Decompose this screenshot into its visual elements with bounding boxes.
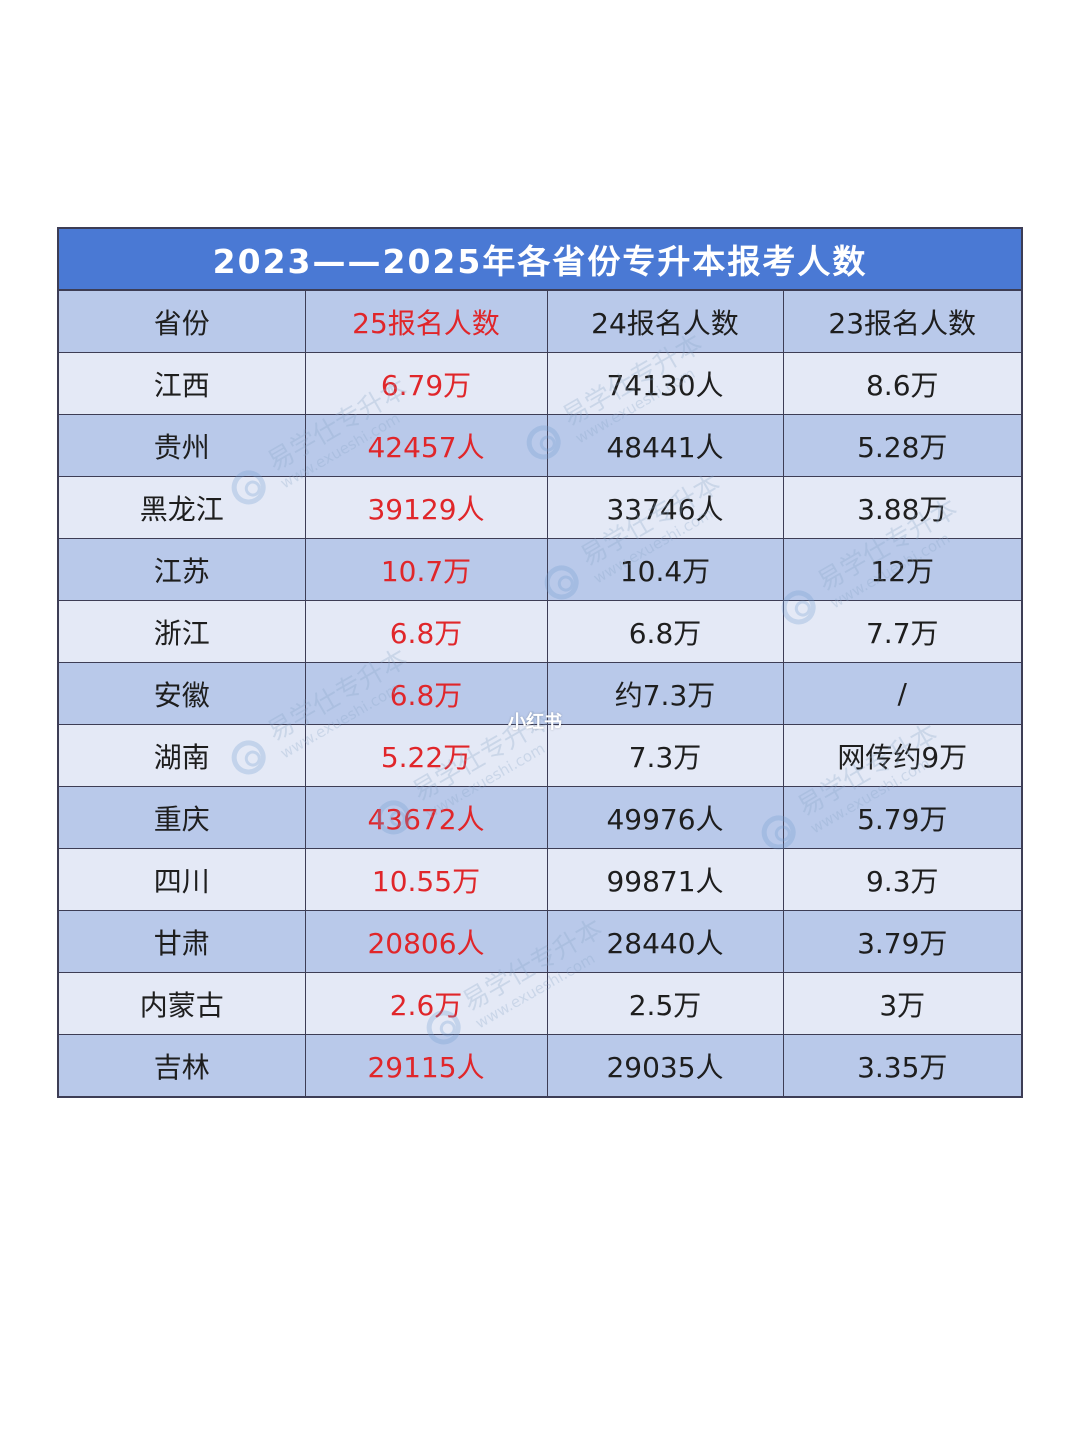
cell-2024: 7.3万 [546,724,784,787]
table-row: 黑龙江 39129人 33746人 3.88万 [59,476,1021,539]
cell-province: 安徽 [59,662,306,725]
cell-2023: 网传约9万 [782,724,1021,787]
table-row: 吉林 29115人 29035人 3.35万 [59,1034,1021,1096]
table-row: 贵州 42457人 48441人 5.28万 [59,414,1021,477]
cell-province: 湖南 [59,724,306,787]
cell-2024: 48441人 [546,414,784,477]
table-row: 四川 10.55万 99871人 9.3万 [59,848,1021,911]
cell-2024: 2.5万 [546,972,784,1035]
table-header-row: 省份 25报名人数 24报名人数 23报名人数 [59,291,1021,353]
header-2023: 23报名人数 [782,291,1021,353]
header-2025: 25报名人数 [304,291,548,353]
cell-2023: 9.3万 [782,848,1021,911]
cell-2024: 6.8万 [546,600,784,663]
cell-2025: 20806人 [304,910,548,973]
cell-province: 江苏 [59,538,306,601]
cell-province: 四川 [59,848,306,911]
cell-2023: / [782,662,1021,725]
cell-2023: 3.79万 [782,910,1021,973]
cell-2024: 33746人 [546,476,784,539]
cell-2025: 6.79万 [304,352,548,415]
cell-2023: 8.6万 [782,352,1021,415]
cell-2025: 10.55万 [304,848,548,911]
header-2024: 24报名人数 [546,291,784,353]
cell-2024: 10.4万 [546,538,784,601]
cell-2025: 10.7万 [304,538,548,601]
table-row: 甘肃 20806人 28440人 3.79万 [59,910,1021,973]
cell-province: 贵州 [59,414,306,477]
table-row: 江西 6.79万 74130人 8.6万 [59,352,1021,415]
cell-2024: 约7.3万 [546,662,784,725]
cell-2025: 42457人 [304,414,548,477]
table-row: 江苏 10.7万 10.4万 12万 [59,538,1021,601]
table-row: 浙江 6.8万 6.8万 7.7万 [59,600,1021,663]
table-row: 内蒙古 2.6万 2.5万 3万 [59,972,1021,1035]
enrollment-table-card: 2023——2025年各省份专升本报考人数 省份 25报名人数 24报名人数 2… [57,227,1023,1098]
cell-2024: 28440人 [546,910,784,973]
cell-province: 甘肃 [59,910,306,973]
cell-province: 吉林 [59,1034,306,1096]
cell-2023: 5.28万 [782,414,1021,477]
cell-2023: 7.7万 [782,600,1021,663]
cell-2023: 12万 [782,538,1021,601]
cell-province: 浙江 [59,600,306,663]
cell-2024: 99871人 [546,848,784,911]
table-row: 湖南 5.22万 7.3万 网传约9万 [59,724,1021,787]
cell-2023: 3.35万 [782,1034,1021,1096]
cell-province: 黑龙江 [59,476,306,539]
enrollment-table: 省份 25报名人数 24报名人数 23报名人数 江西 6.79万 74130人 … [59,291,1021,1096]
cell-2025: 43672人 [304,786,548,849]
table-row: 重庆 43672人 49976人 5.79万 [59,786,1021,849]
table-row: 安徽 6.8万 约7.3万 / [59,662,1021,725]
cell-2024: 29035人 [546,1034,784,1096]
platform-watermark: 小红书 [508,712,562,733]
cell-2023: 3.88万 [782,476,1021,539]
cell-province: 江西 [59,352,306,415]
table-title: 2023——2025年各省份专升本报考人数 [59,229,1021,291]
cell-2025: 29115人 [304,1034,548,1096]
header-province: 省份 [59,291,306,353]
cell-2023: 3万 [782,972,1021,1035]
cell-2025: 6.8万 [304,600,548,663]
cell-province: 内蒙古 [59,972,306,1035]
cell-2025: 2.6万 [304,972,548,1035]
cell-2023: 5.79万 [782,786,1021,849]
cell-province: 重庆 [59,786,306,849]
cell-2025: 39129人 [304,476,548,539]
cell-2024: 74130人 [546,352,784,415]
cell-2024: 49976人 [546,786,784,849]
cell-2025: 5.22万 [304,724,548,787]
